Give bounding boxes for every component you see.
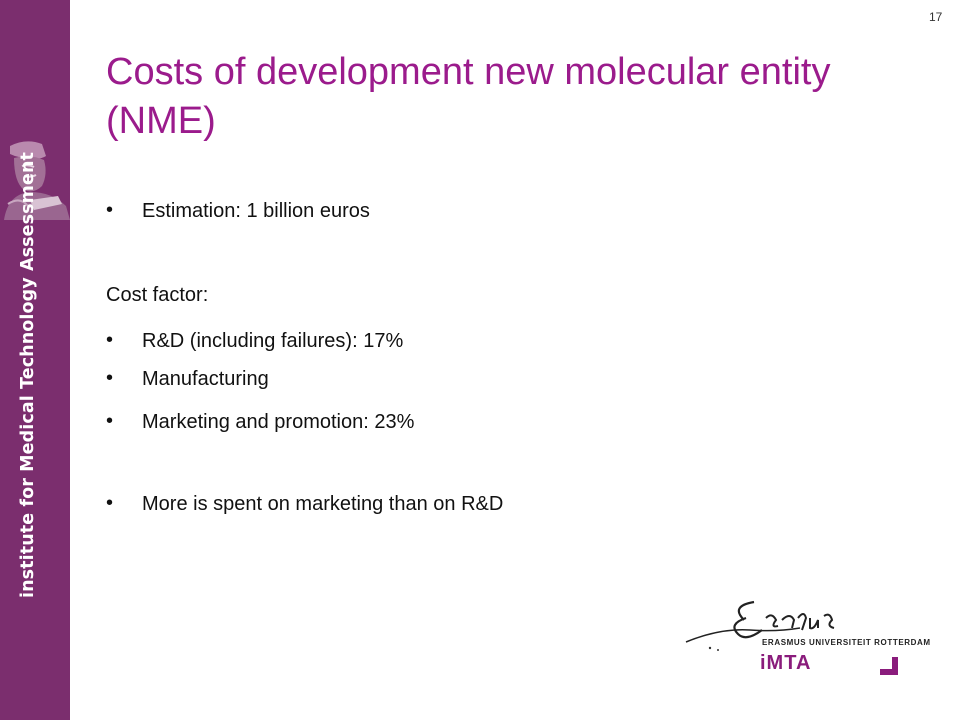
bullet-icon: • [106,492,114,514]
erasmus-signature-logo [685,600,835,651]
imta-logo: iMTA [760,652,812,674]
bullet-icon: • [106,410,114,432]
erasmus-portrait-icon [0,134,70,220]
slide-title: Costs of development new molecular entit… [106,51,831,142]
bullet-icon: • [106,329,114,351]
bullet-text: R&D (including failures): 17% [142,330,404,352]
institute-name: institute for Medical Technology Assessm… [18,152,38,598]
cost-factor-heading: Cost factor: [106,284,209,306]
bullet-text: Manufacturing [142,368,269,390]
imta-corner-icon [880,657,898,675]
bullet-text: More is spent on marketing than on R&D [142,493,504,515]
bullet-icon: • [106,199,114,221]
sidebar-band: institute for Medical Technology Assessm… [0,0,70,720]
bullet-text: Marketing and promotion: 23% [142,411,415,433]
slide-number: 17 [929,10,943,24]
bullet-text: Estimation: 1 billion euros [142,200,370,222]
bullet-icon: • [106,367,114,389]
university-name: ERASMUS UNIVERSITEIT ROTTERDAM [762,638,931,647]
